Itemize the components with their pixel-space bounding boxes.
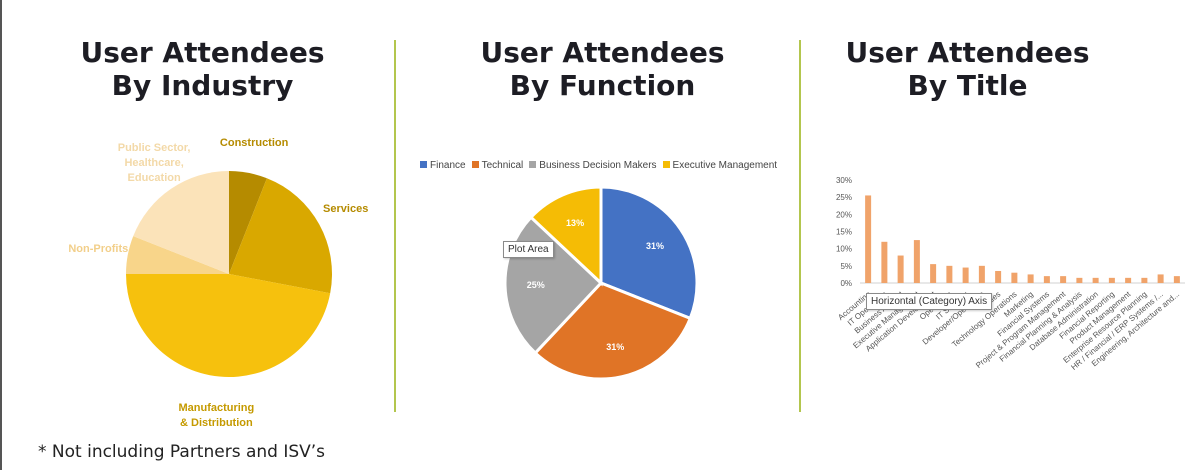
bar-financial-planning-analysis [1076, 277, 1083, 283]
bar-accounting [865, 195, 872, 283]
industry-title: User Attendees By Industry [40, 36, 365, 102]
function-pie-chart [503, 185, 699, 381]
title-title-line1: User Attendees [845, 36, 1090, 69]
function-pct-executive-management: 13% [566, 218, 585, 229]
industry-label-manufacturing-distribution: Manufacturing & Distribution [178, 402, 255, 430]
bar-project-program-management [1060, 276, 1067, 283]
title-title: User Attendees By Title [805, 36, 1130, 102]
bar-sales [995, 270, 1002, 283]
legend-item-executive-management: Executive Management [662, 160, 778, 171]
function-title: User Attendees By Function [440, 36, 765, 102]
y-tick-5: 5% [840, 262, 852, 271]
bar-technology-operations [1011, 272, 1018, 283]
legend-item-business-decision-makers: Business Decision Makers [529, 160, 657, 171]
bar-application-development [930, 264, 937, 283]
legend-label-executive-management: Executive Management [672, 160, 778, 171]
bar-business-analyst [897, 255, 904, 283]
legend-item-finance: Finance [420, 160, 466, 171]
legend-swatch-technical [471, 161, 479, 168]
left-edge-rule [0, 0, 2, 470]
legend-swatch-business-decision-makers [529, 161, 537, 168]
industry-slice-public-sector-healthcare-education [133, 171, 229, 274]
function-pct-technical: 31% [606, 341, 625, 352]
divider-1 [394, 40, 396, 412]
industry-label-public-sector-healthcare-education: Public Sector, Healthcare, Education [117, 142, 191, 185]
legend-label-finance: Finance [430, 160, 466, 171]
bar-hr-financial-erp-systems [1157, 274, 1164, 283]
y-tick-0: 0% [840, 279, 852, 288]
legend-label-business-decision-makers: Business Decision Makers [539, 160, 657, 171]
industry-label-services: Services [323, 203, 369, 216]
y-tick-10: 10% [836, 245, 852, 254]
industry-pie-chart [126, 171, 332, 378]
bar-operations [946, 265, 953, 283]
bar-enterprise-resource-planning [1141, 277, 1148, 283]
bar-product-management [1125, 277, 1132, 283]
legend-item-technical: Technical [471, 160, 524, 171]
industry-title-line2: By Industry [111, 69, 294, 102]
title-title-line2: By Title [907, 69, 1028, 102]
y-tick-30: 30% [836, 176, 852, 185]
bar-financial-systems [1043, 276, 1050, 283]
y-tick-25: 25% [836, 193, 852, 202]
function-slice-finance [599, 185, 699, 321]
industry-label-non-profits: Non-Profits [68, 242, 129, 255]
industry-slice-construction [229, 171, 267, 274]
function-slice-executive-management [528, 185, 603, 287]
function-title-line2: By Function [509, 69, 696, 102]
industry-label-construction: Construction [219, 136, 289, 149]
industry-slice-services [229, 178, 332, 294]
function-legend: Finance Technical Business Decision Makers… [420, 160, 783, 171]
footnote: * Not including Partners and ISV’s [38, 442, 326, 462]
industry-slice-non-profits [126, 236, 229, 274]
bar-it-strategy [962, 267, 969, 283]
legend-swatch-executive-management [662, 161, 670, 168]
bar-developer-operations [978, 265, 985, 283]
function-pct-finance: 31% [645, 241, 664, 252]
bar-financial-reporting [1108, 277, 1115, 283]
bar-database-administration [1092, 277, 1099, 283]
function-title-line1: User Attendees [480, 36, 725, 69]
legend-label-technical: Technical [481, 160, 524, 171]
divider-2 [799, 40, 801, 412]
industry-title-line1: User Attendees [80, 36, 325, 69]
plot-area-tooltip: Plot Area [503, 241, 554, 258]
industry-slice-manufacturing-distribution [126, 274, 331, 378]
function-slice-technical [533, 281, 693, 381]
function-pct-business-decision-makers: 25% [526, 280, 545, 291]
y-tick-15: 15% [836, 228, 852, 237]
y-tick-20: 20% [836, 210, 852, 219]
bar-marketing [1027, 274, 1034, 283]
legend-swatch-finance [420, 161, 427, 168]
horizontal-axis-tooltip: Horizontal (Category) Axis [866, 293, 993, 310]
bar-engineering-architecture-and [1173, 276, 1180, 283]
bar-it-operations [881, 241, 888, 283]
bar-executive-management [913, 240, 920, 283]
